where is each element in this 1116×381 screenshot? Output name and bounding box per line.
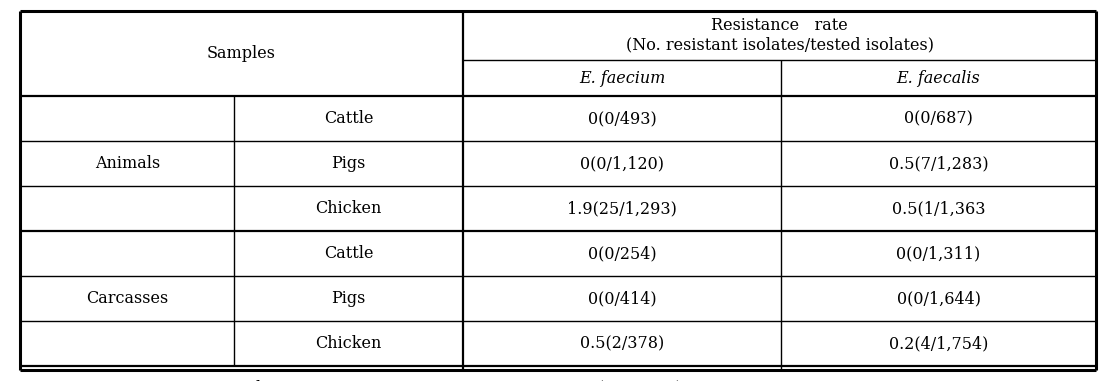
Text: Chicken: Chicken (316, 335, 382, 352)
Text: Pigs: Pigs (331, 155, 366, 172)
Text: 0.68(27/3,952): 0.68(27/3,952) (562, 380, 682, 381)
Text: Cattle: Cattle (324, 110, 374, 127)
Text: 0.5(7/1,283): 0.5(7/1,283) (888, 155, 989, 172)
Text: E. faecium: E. faecium (579, 70, 665, 87)
Text: 0(0/1,311): 0(0/1,311) (896, 245, 981, 262)
Text: 0.5(2/378): 0.5(2/378) (580, 335, 664, 352)
Text: 0(0/493): 0(0/493) (588, 110, 656, 127)
Text: 0(0/414): 0(0/414) (588, 290, 656, 307)
Text: Cattle: Cattle (324, 245, 374, 262)
Text: Pigs: Pigs (331, 290, 366, 307)
Text: Chicken: Chicken (316, 200, 382, 217)
Text: Animals: Animals (95, 155, 160, 172)
Text: Carcasses: Carcasses (86, 290, 169, 307)
Text: Total: Total (221, 380, 262, 381)
Text: E. faecalis: E. faecalis (896, 70, 981, 87)
Text: 1.9(25/1,293): 1.9(25/1,293) (567, 200, 677, 217)
Text: 0(0/254): 0(0/254) (588, 245, 656, 262)
Text: 0(0/1,644): 0(0/1,644) (896, 290, 981, 307)
Text: Samples: Samples (208, 45, 276, 62)
Text: 0(0/687): 0(0/687) (904, 110, 973, 127)
Text: 0.15(12/8,042): 0.15(12/8,042) (878, 380, 999, 381)
Text: 0.2(4/1,754): 0.2(4/1,754) (888, 335, 989, 352)
Text: 0.5(1/1,363: 0.5(1/1,363 (892, 200, 985, 217)
Text: 0(0/1,120): 0(0/1,120) (580, 155, 664, 172)
Text: Resistance   rate
(No. resistant isolates/tested isolates): Resistance rate (No. resistant isolates/… (626, 17, 933, 54)
